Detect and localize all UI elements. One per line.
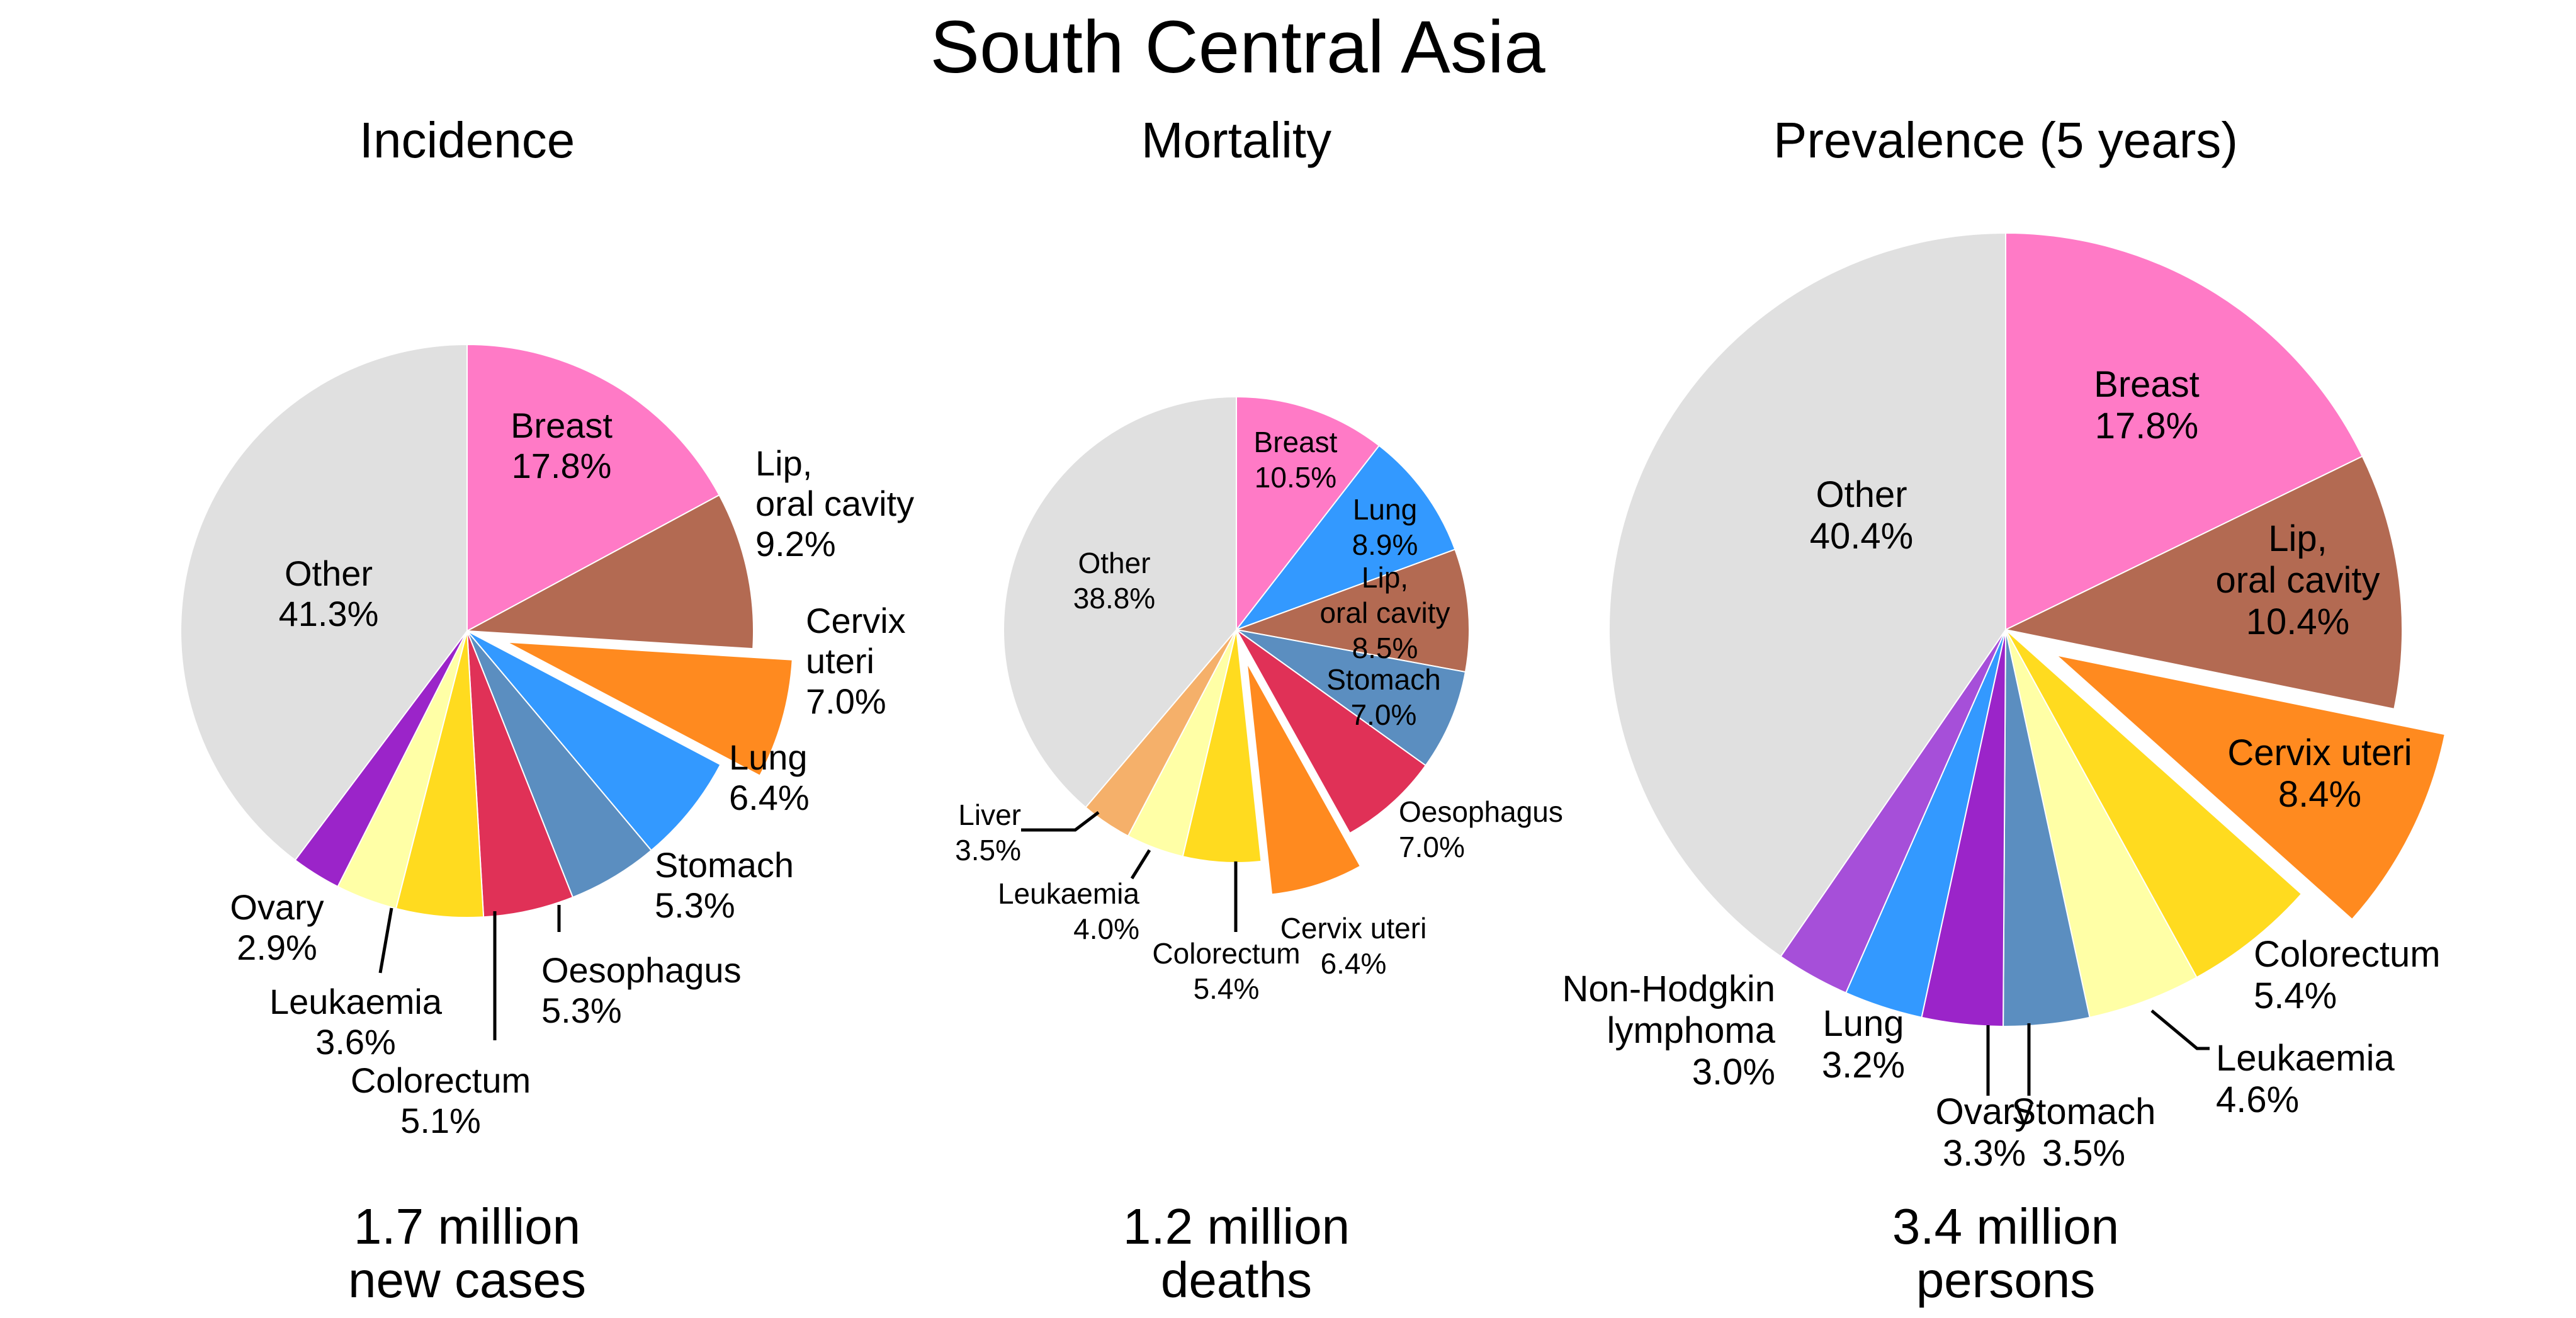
slice-colorectum	[2005, 629, 2303, 979]
slice-lung	[466, 630, 721, 851]
slice-other	[180, 343, 468, 861]
slice-label-ovary: Ovary 3.3%	[1936, 1091, 2033, 1174]
slice-breast	[1236, 395, 1381, 632]
slice-label-lung: Lung 6.4%	[729, 737, 810, 817]
slice-label-leukaemia: Leukaemia 4.6%	[2216, 1038, 2395, 1120]
main-title: South Central Asia	[930, 6, 1545, 89]
slice-label-breast: Breast 17.8%	[2094, 364, 2200, 446]
slice-label-other: Other 40.4%	[1810, 474, 1913, 557]
slice-label-lip-oral-cavity: Lip, oral cavity 9.2%	[755, 443, 914, 564]
slice-cervix-uteri	[2054, 654, 2446, 921]
slice-label-ovary: Ovary 2.9%	[230, 887, 324, 967]
slice-label-lip-oral-cavity: Lip, oral cavity 8.5%	[1319, 561, 1450, 664]
slice-label-cervix-uteri: Cervix uteri 8.4%	[2227, 732, 2412, 815]
panel-title: Incidence	[359, 112, 575, 168]
slice-label-non-hodgkin-lymphoma: Non-Hodgkin lymphoma 3.0%	[1562, 969, 1775, 1093]
panel-footer: 1.2 million deaths	[1123, 1198, 1350, 1308]
slice-lip-oral-cavity	[1234, 548, 1470, 673]
slice-label-oesophagus: Oesophagus 7.0%	[1399, 795, 1563, 863]
slice-oesophagus	[466, 630, 574, 918]
slice-label-cervix-uteri: Cervix uteri 6.4%	[1280, 912, 1427, 980]
slice-label-other: Other 38.8%	[1073, 547, 1155, 615]
slice-cervix-uteri	[1246, 662, 1362, 895]
slice-label-oesophagus: Oesophagus 5.3%	[541, 950, 742, 1030]
slice-lip-oral-cavity	[465, 494, 754, 650]
slice-breast	[2005, 232, 2363, 631]
panel-footer: 1.7 million new cases	[348, 1198, 586, 1308]
slice-leukaemia	[2005, 629, 2198, 1018]
slice-other	[1003, 395, 1237, 809]
slice-label-cervix-uteri: Cervix uteri 7.0%	[806, 601, 906, 721]
panel-title: Prevalence (5 years)	[1773, 112, 2238, 168]
slice-label-lip-oral-cavity: Lip, oral cavity 10.4%	[2215, 518, 2380, 642]
slice-lip-oral-cavity	[2003, 455, 2403, 710]
slice-label-stomach: Stomach 3.5%	[2012, 1091, 2156, 1174]
leader-line-liver	[1021, 811, 1100, 832]
slice-stomach	[1236, 629, 1467, 766]
slice-label-colorectum: Colorectum 5.1%	[351, 1060, 531, 1140]
slice-label-colorectum: Colorectum 5.4%	[2254, 934, 2441, 1016]
slice-oesophagus	[1236, 629, 1427, 834]
slice-label-breast: Breast 17.8%	[511, 406, 613, 486]
leader-line-leukaemia	[378, 907, 393, 974]
incidence-pie: Incidence Breast 17.8% Lip, oral cavity 9.2% C…	[180, 112, 914, 1308]
slice-label-colorectum: Colorectum 5.4%	[1152, 937, 1300, 1005]
panel-footer: 3.4 million persons	[1892, 1198, 2119, 1308]
slice-label-leukaemia: Leukaemia 3.6%	[269, 982, 443, 1062]
slice-breast	[466, 343, 720, 632]
mortality-pie: Mortality Breast 10.5%Lung 8.9%Lip, oral cav…	[955, 112, 1563, 1308]
slice-label-leukaemia: Leukaemia 4.0%	[998, 877, 1139, 945]
slice-label-lung: Lung 8.9%	[1352, 493, 1418, 561]
leader-line-leukaemia	[1130, 849, 1151, 880]
slice-label-lung: Lung 3.2%	[1822, 1003, 1905, 1086]
slice-label-stomach: Stomach 7.0%	[1326, 663, 1441, 731]
slice-lung	[1234, 445, 1456, 632]
slice-stomach	[466, 630, 652, 899]
slice-label-breast: Breast 10.5%	[1254, 426, 1338, 494]
slice-label-liver: Liver 3.5%	[955, 798, 1021, 866]
slice-label-stomach: Stomach 5.3%	[655, 845, 794, 925]
panel-title: Mortality	[1141, 112, 1331, 168]
leader-line-leukaemia	[2150, 1009, 2210, 1050]
slice-other	[1608, 232, 2006, 958]
slice-label-other: Other 41.3%	[279, 554, 379, 633]
prevalence-pie: Prevalence (5 years) Breast 17.8%Lip, oral …	[1562, 112, 2446, 1308]
slice-cervix-uteri	[506, 641, 793, 777]
